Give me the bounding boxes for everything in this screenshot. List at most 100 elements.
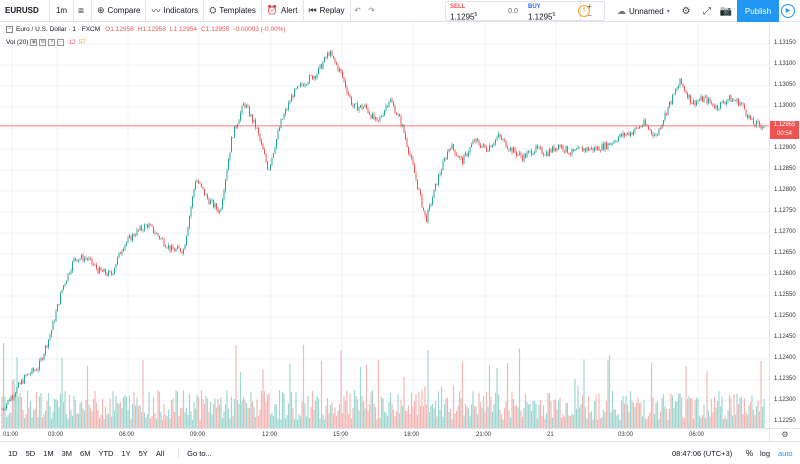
templates-button[interactable]: ⛭ Templates xyxy=(204,0,262,22)
candle-body xyxy=(397,114,399,115)
range-button-6m[interactable]: 6M xyxy=(80,448,91,458)
fullscreen-icon[interactable]: ⤢ xyxy=(703,5,711,17)
candle-body xyxy=(396,113,397,115)
time-axis[interactable]: 01:00 03:00 06:00 09:00 12:00 15:00 18:00 21:00… xyxy=(0,428,769,441)
candle-body xyxy=(577,147,579,150)
last-price-badge: 1.12955 xyxy=(770,121,799,131)
candle-body xyxy=(490,145,492,148)
camera-icon[interactable]: 📷 xyxy=(719,5,733,17)
publish-button[interactable]: Publish xyxy=(737,0,779,22)
price-tick: 1.12650 xyxy=(774,250,796,256)
volume-bar xyxy=(67,418,69,428)
volume-bar xyxy=(17,396,20,428)
range-button-1m[interactable]: 1M xyxy=(43,448,54,458)
chart-type-button[interactable]: ⧈ xyxy=(74,0,92,22)
volume-bar xyxy=(493,404,495,428)
range-button-all[interactable]: All xyxy=(155,448,165,458)
settings-gear-icon[interactable]: ⚙ xyxy=(681,5,691,17)
volume-bar xyxy=(208,412,210,428)
candle-body xyxy=(540,147,541,148)
volume-bar xyxy=(43,414,45,428)
goto-button[interactable]: Go to... xyxy=(178,448,212,458)
collapse-icon[interactable]: − xyxy=(6,26,13,33)
volume-bar xyxy=(218,404,221,428)
range-button-5y[interactable]: 5Y xyxy=(138,448,148,458)
candle-body xyxy=(142,229,144,231)
candle-body xyxy=(300,83,301,86)
symbol-search[interactable]: EURUSD xyxy=(0,0,50,22)
volume-bar xyxy=(596,419,599,428)
time-tick: 03:00 xyxy=(48,432,64,438)
volume-bar xyxy=(533,400,536,428)
candle-body xyxy=(52,321,54,331)
candle-body xyxy=(583,148,585,152)
volume-ma-value: 57 xyxy=(78,39,86,46)
plus-icon[interactable]: + xyxy=(587,2,592,11)
volume-bar xyxy=(440,386,443,428)
more-icon[interactable]: ⋯ xyxy=(57,39,65,46)
alert-button[interactable]: ⏰ Alert xyxy=(262,0,304,22)
volume-bar xyxy=(706,371,708,428)
log-toggle[interactable]: log xyxy=(760,448,771,458)
volume-bar xyxy=(5,417,8,428)
clock-display[interactable]: 08:47:06 (UTC+3) xyxy=(672,448,733,458)
candle-body xyxy=(136,229,138,236)
range-button-ytd[interactable]: YTD xyxy=(98,448,114,458)
close-icon[interactable]: × xyxy=(48,39,56,46)
volume-bar xyxy=(640,402,642,428)
volume-bar xyxy=(193,401,195,428)
info-alert-icon[interactable]: ! xyxy=(578,5,590,17)
auto-toggle[interactable]: auto xyxy=(778,448,793,458)
volume-bar xyxy=(430,405,432,428)
candle-body xyxy=(255,119,256,128)
candle-body xyxy=(648,126,649,130)
buy-button[interactable]: BUY 1.12955 xyxy=(524,2,580,21)
chart-plot-area[interactable] xyxy=(0,22,769,428)
volume-bar xyxy=(553,399,555,428)
volume-bar xyxy=(131,403,134,428)
eye-icon[interactable]: ◉ xyxy=(30,39,38,46)
volume-bar xyxy=(421,390,423,428)
volume-bar xyxy=(704,418,707,428)
compare-button[interactable]: ⊕ Compare xyxy=(92,0,147,22)
minus-icon[interactable]: − xyxy=(587,11,592,20)
candle-body xyxy=(100,267,102,271)
volume-bar xyxy=(637,397,639,428)
volume-bar xyxy=(634,407,636,428)
range-button-5d[interactable]: 5D xyxy=(25,448,36,458)
play-icon[interactable]: ▶ xyxy=(781,4,795,18)
sell-button[interactable]: SELL 1.12955 xyxy=(446,2,502,21)
volume-bar xyxy=(199,419,201,428)
candle-body xyxy=(264,149,265,155)
candle-body xyxy=(384,110,385,116)
candle-body xyxy=(534,151,535,154)
volume-bar xyxy=(76,413,78,428)
volume-bar xyxy=(544,419,546,428)
candle-body xyxy=(336,62,337,65)
axis-settings-icon[interactable]: ⚙ xyxy=(769,428,800,441)
range-button-1d[interactable]: 1D xyxy=(8,448,18,458)
indicators-button[interactable]: 〰 Indicators xyxy=(146,0,205,22)
volume-bar xyxy=(620,400,623,428)
range-button-1y[interactable]: 1Y xyxy=(121,448,131,458)
candle-body xyxy=(214,203,216,208)
layout-name-button[interactable]: ☁ Unnamed ▾ xyxy=(617,0,670,22)
candle-body xyxy=(723,101,724,103)
settings-icon[interactable]: ⚙ xyxy=(39,39,47,46)
undo-button[interactable]: ↶ xyxy=(351,0,365,22)
range-button-3m[interactable]: 3M xyxy=(61,448,73,458)
candle-body xyxy=(109,271,111,273)
volume-bar xyxy=(602,409,605,428)
timeframe-button[interactable]: 1m xyxy=(50,0,74,22)
price-axis[interactable]: 1.131501.131001.130501.130001.129501.129… xyxy=(769,22,800,428)
candle-body xyxy=(606,142,607,149)
candle-body xyxy=(489,145,490,152)
volume-bar xyxy=(547,393,549,428)
candle-body xyxy=(414,164,415,173)
candle-body xyxy=(754,124,756,126)
volume-bar xyxy=(464,403,467,428)
percent-toggle[interactable]: % xyxy=(746,448,754,458)
replay-button[interactable]: ⏮ Replay xyxy=(304,0,351,22)
redo-button[interactable]: ↷ xyxy=(365,0,379,22)
candle-body xyxy=(762,127,763,129)
